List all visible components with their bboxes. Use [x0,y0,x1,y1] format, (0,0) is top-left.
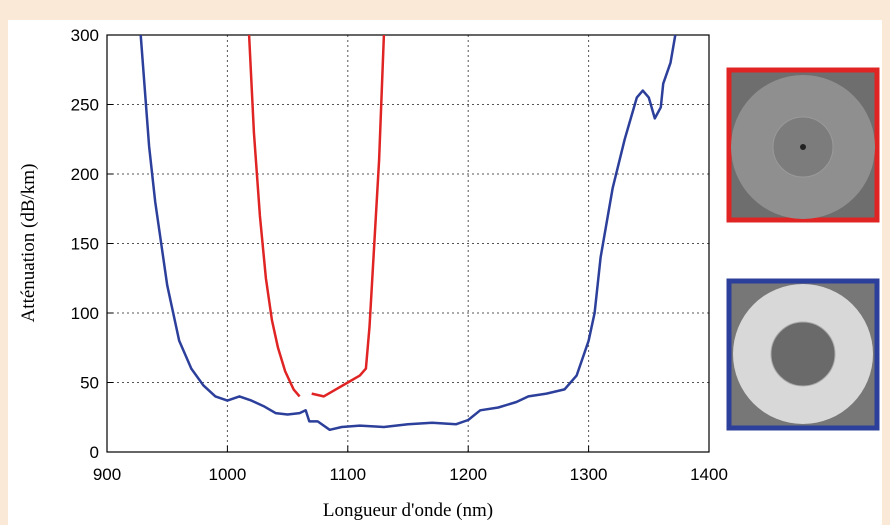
fiber-core [770,321,836,387]
fiber-center [800,144,806,150]
x-tick-label: 1100 [330,465,367,484]
y-tick-label: 0 [90,443,99,462]
y-tick-label: 50 [80,374,99,393]
x-tick-label: 900 [93,465,121,484]
data-line [139,34,677,432]
x-axis-title: Longueur d'onde (nm) [323,500,493,521]
y-tick-label: 100 [71,304,99,323]
y-tick-label: 200 [71,165,99,184]
inset-red [726,67,880,223]
y-tick-label: 300 [71,26,99,45]
y-tick-label: 250 [71,96,99,115]
x-tick-label: 1400 [690,465,728,484]
inset-blue [726,278,880,431]
x-tick-label: 1300 [570,465,608,484]
plot-frame [106,34,710,453]
y-tick-label: 150 [71,235,99,254]
y-axis-title: Atténuation (dB/km) [18,164,39,323]
data-line [247,34,386,398]
x-tick-label: 1000 [208,465,246,484]
x-tick-label: 1200 [449,465,487,484]
